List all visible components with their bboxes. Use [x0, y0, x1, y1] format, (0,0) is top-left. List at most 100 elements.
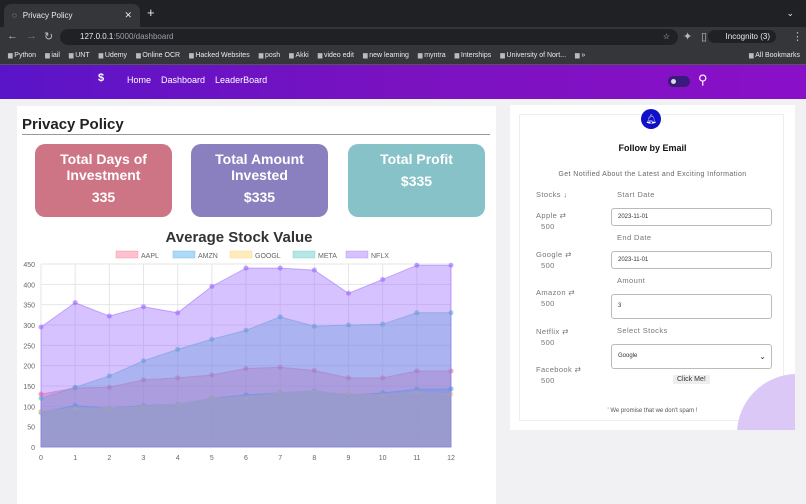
data-point	[141, 358, 146, 364]
data-point	[38, 324, 44, 330]
x-tick-label: 4	[176, 455, 180, 462]
data-point	[311, 388, 317, 394]
data-point	[380, 375, 386, 381]
stat-label: Total Amount Invested	[215, 151, 304, 183]
star-icon[interactable]: ☆	[662, 32, 670, 41]
legend-label: GOOGL	[255, 253, 281, 260]
data-point	[72, 300, 78, 306]
bell-icon: 🔔︎	[641, 109, 661, 129]
stock-value: 500	[541, 260, 555, 270]
data-point	[380, 392, 386, 398]
legend-label: AAPL	[141, 253, 159, 260]
legend-swatch	[345, 250, 369, 259]
bookmark-item[interactable]: Hacked Websites	[189, 52, 249, 59]
data-point	[414, 389, 420, 395]
start-date-input[interactable]: 2023-11-01	[611, 208, 772, 226]
data-point	[414, 368, 420, 374]
stock-chart: Average Stock Value050100150200250300350…	[23, 229, 455, 462]
bookmark-item[interactable]: University of Nort...	[500, 52, 567, 59]
x-tick-label: 12	[447, 455, 455, 462]
chevron-down-icon[interactable]: ⌄	[786, 8, 794, 18]
bookmark-item[interactable]: iail	[45, 52, 60, 59]
address-bar-row: ← → ↻ 127.0.0.1:5000/dashboard ☆ ✦ ▯ Inco…	[0, 27, 806, 47]
bookmark-item[interactable]: posh	[259, 52, 280, 59]
legend-label: AMZN	[198, 253, 218, 260]
data-point	[346, 322, 351, 328]
y-tick-label: 450	[23, 262, 35, 269]
data-point	[175, 310, 181, 316]
bookmark-item[interactable]: Interships	[455, 52, 491, 59]
data-point	[106, 405, 112, 411]
bookmark-item[interactable]: video edit	[318, 52, 354, 59]
data-point	[346, 290, 351, 296]
browser-tab[interactable]: ◌ Privacy Policy ✕	[4, 4, 140, 27]
data-point	[209, 395, 215, 401]
stat-value: $335	[243, 189, 276, 205]
legend-swatch	[172, 250, 196, 259]
stat-label: Total Profit	[380, 151, 453, 167]
amount-label: Amount	[617, 276, 646, 285]
y-tick-label: 350	[23, 303, 35, 310]
stock-name: Apple ⇄	[536, 211, 567, 220]
stat-value: 335	[91, 189, 116, 205]
close-tab-icon[interactable]: ✕	[124, 10, 132, 20]
amount-input[interactable]: 3	[611, 294, 772, 319]
area-amzn	[40, 388, 452, 448]
area-meta	[40, 312, 452, 448]
menu-icon[interactable]: ⋮	[792, 31, 803, 43]
data-point	[175, 375, 181, 381]
data-point	[141, 403, 146, 409]
bookmark-item[interactable]: Online OCR	[136, 52, 180, 59]
click-me-button[interactable]: Click Me!	[673, 375, 710, 384]
bookmarks-bar: Python iail UNT Udemy Online OCR Hacked Websi…	[0, 47, 806, 65]
theme-toggle[interactable]	[668, 76, 690, 87]
data-point	[380, 276, 386, 282]
end-date-input[interactable]: 2023-11-01	[611, 251, 772, 269]
bookmark-item[interactable]: »	[575, 52, 585, 59]
legend-swatch	[115, 250, 139, 259]
data-point	[72, 384, 78, 390]
stock-name: Facebook ⇄	[536, 365, 582, 374]
stock-select[interactable]: Google ⌄	[611, 344, 772, 369]
y-tick-label: 200	[23, 364, 35, 371]
forward-icon[interactable]: →	[26, 30, 37, 42]
data-point	[448, 262, 454, 268]
start-date-label: Start Date	[617, 190, 655, 199]
nav-leaderboard[interactable]: LeaderBoard	[215, 75, 268, 85]
data-point	[311, 323, 317, 329]
extensions-icon[interactable]: ✦	[683, 31, 693, 43]
chart-title: Average Stock Value	[165, 229, 312, 246]
sidepanel-icon[interactable]: ▯	[701, 31, 708, 43]
reload-icon[interactable]: ↻	[44, 31, 54, 43]
stocks-header[interactable]: Stocks ↓	[536, 190, 568, 199]
x-tick-label: 8	[312, 455, 316, 462]
profile-button[interactable]: Incognito (3)	[707, 30, 776, 43]
search-icon[interactable]: ⚲	[698, 72, 708, 87]
y-tick-label: 300	[23, 323, 35, 330]
bookmark-item[interactable]: Akki	[289, 52, 308, 59]
url-input[interactable]: 127.0.0.1:5000/dashboard ☆	[60, 29, 678, 45]
back-icon[interactable]: ←	[7, 30, 18, 42]
data-point	[175, 346, 181, 352]
globe-icon: ◌	[12, 11, 17, 20]
new-tab-icon[interactable]: +	[147, 5, 155, 20]
bookmark-item[interactable]: All Bookmarks	[749, 52, 800, 59]
bookmark-item[interactable]: Udemy	[99, 52, 127, 59]
data-point	[106, 373, 112, 379]
tab-title: Privacy Policy	[22, 11, 73, 20]
bookmark-item[interactable]: new learning	[363, 52, 409, 59]
bookmark-item[interactable]: Python	[8, 52, 36, 59]
data-point	[209, 336, 215, 342]
stat-card-invested: Total Amount Invested $335	[191, 144, 328, 217]
data-point	[311, 368, 317, 374]
area-aapl	[40, 366, 452, 448]
select-stocks-label: Select Stocks	[617, 326, 668, 335]
site-logo[interactable]: $	[97, 72, 105, 84]
nav-dashboard[interactable]: Dashboard	[161, 75, 206, 85]
bookmark-item[interactable]: myntra	[418, 52, 445, 59]
nav-home[interactable]: Home	[127, 75, 152, 85]
url-host: 127.0.0.1	[80, 32, 114, 41]
data-point	[141, 377, 146, 383]
bookmark-item[interactable]: UNT	[69, 52, 89, 59]
x-tick-label: 5	[210, 455, 214, 462]
